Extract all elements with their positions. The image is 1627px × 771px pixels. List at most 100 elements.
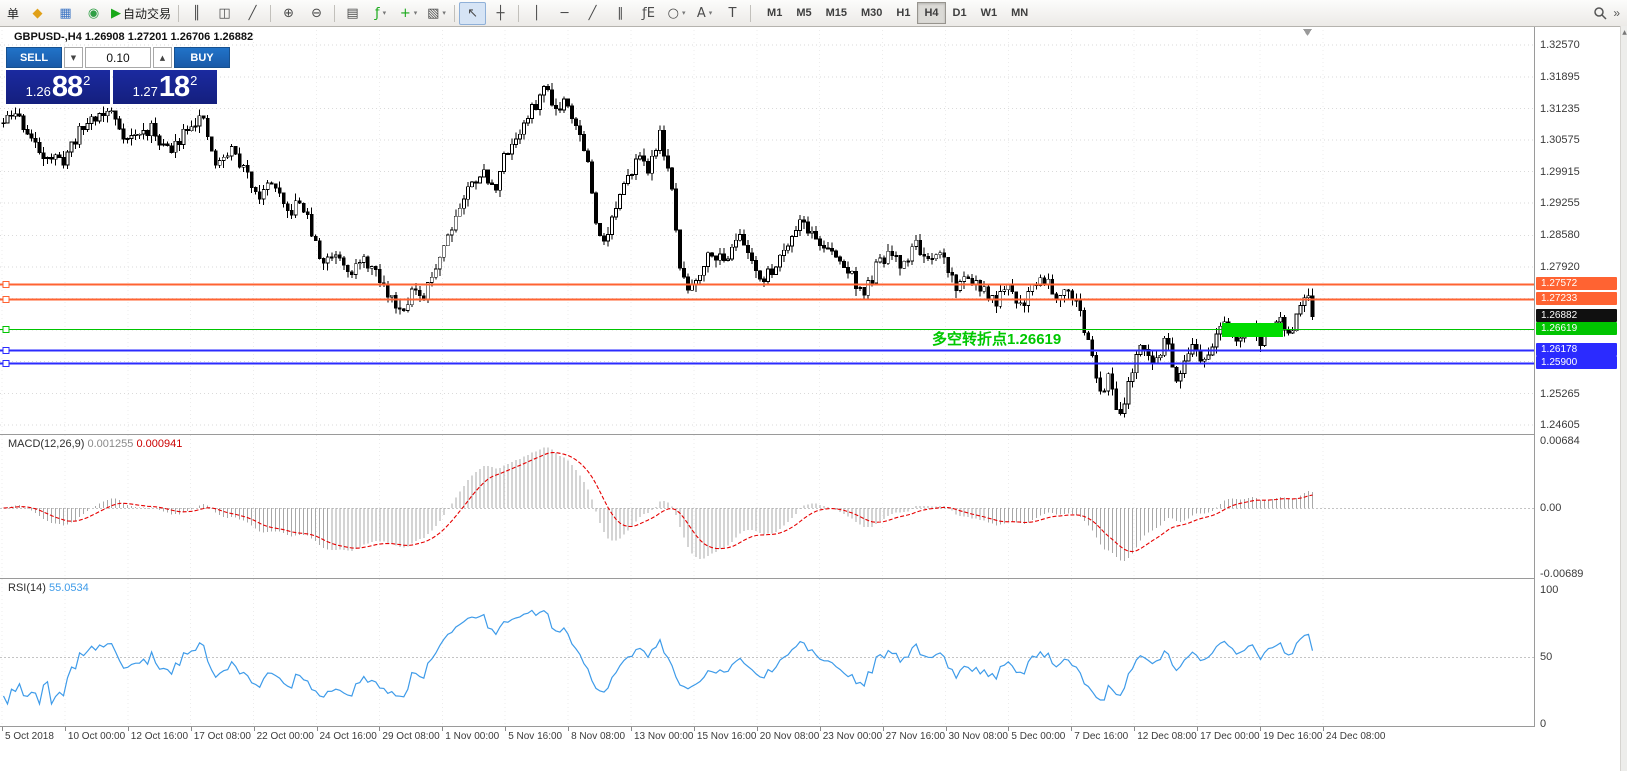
cursor-icon: ↖ [467,5,478,21]
sell-price-box[interactable]: 1.26 88 2 [6,70,110,104]
time-axis-label: 27 Nov 16:00 [885,731,946,742]
sell-button[interactable]: SELL [6,47,62,68]
support-line-1-handle[interactable] [2,347,10,354]
toolbar-separator [178,4,180,22]
timeframe-m1-button[interactable]: M1 [767,7,783,19]
shapes-icon[interactable]: ○ ▾ [663,2,690,25]
time-tick [442,727,444,731]
macd-panel[interactable]: MACD(12,26,9) 0.001255 0.000941 [0,435,1534,577]
time-tick [379,727,381,731]
equidistant-channel-icon: ∥ [617,5,624,21]
search-icon[interactable] [1593,6,1607,20]
time-tick [1197,727,1199,731]
price-axis-label: 1.29255 [1540,197,1580,209]
time-tick [1134,727,1136,731]
scroll-up-icon[interactable]: ▲ [1622,29,1627,36]
zoom-out-icon[interactable]: ⊖ [303,2,330,25]
indicator-axis-label: 50 [1540,651,1553,663]
indicators-icon[interactable]: ƒ ▾ [367,2,394,25]
candlestick-chart[interactable] [0,26,1534,434]
arrows-icon[interactable]: A ▾ [691,2,718,25]
fibonacci-icon[interactable]: ƒE [635,2,662,25]
profiles-icon[interactable]: ▧ ▾ [423,2,450,25]
zoom-in-icon[interactable]: ⊕ [275,2,302,25]
text-label-icon[interactable]: T [719,2,746,25]
horizontal-line-icon[interactable]: ─ [551,2,578,25]
timeframe-h1-button[interactable]: H1 [896,7,911,19]
auto-trading-button[interactable]: ▶ 自动交易 [108,2,174,25]
crosshair-icon: ┼ [496,5,505,21]
volume-increase-button[interactable]: ▲ [153,47,172,68]
cursor-icon[interactable]: ↖ [459,1,487,25]
time-axis-label: 1 Nov 00:00 [445,731,500,742]
rsi-chart[interactable] [0,579,1534,726]
trendline-icon[interactable]: ╱ [579,2,606,25]
panel-separator[interactable] [0,578,1627,579]
vertical-line-icon[interactable]: │ [523,2,550,25]
new-chart-icon[interactable]: + ▾ [395,2,422,25]
rsi-label: RSI(14) 55.0534 [8,582,89,594]
rsi-panel[interactable]: RSI(14) 55.0534 [0,579,1534,726]
timeframe-d1-button[interactable]: D1 [952,7,967,19]
time-tick [819,727,821,731]
timeframe-m15-button[interactable]: M15 [825,7,847,19]
pivot-annotation[interactable]: 多空转折点1.26619 [932,331,1062,348]
timeframe-m30-button[interactable]: M30 [861,7,883,19]
volume-decrease-button[interactable]: ▼ [64,47,83,68]
timeframe-w1-button[interactable]: W1 [980,7,998,19]
time-axis[interactable]: 5 Oct 2018 10 Oct 00:00 12 Oct 16:00 17 Oct… [0,727,1627,743]
timeframe-m5-button[interactable]: M5 [796,7,812,19]
macd-chart[interactable] [0,435,1534,577]
resistance-line-2-handle[interactable] [2,296,10,303]
pivot-line-badge: 1.26619 [1536,322,1617,335]
rsi-name: RSI(14) [8,582,46,594]
line-chart-icon[interactable]: ╱ [239,2,266,25]
toolbar-separator [750,4,752,22]
resistance-line-2-badge: 1.27233 [1536,292,1617,305]
auto-trading-label: 自动交易 [123,6,172,21]
buy-price-box[interactable]: 1.27 18 2 [113,70,217,104]
tile-windows-icon[interactable]: ▤ [339,2,366,25]
indicators-icon: ƒ [374,5,380,21]
resistance-line-1-handle[interactable] [2,281,10,288]
timeframe-mn-button[interactable]: MN [1011,7,1029,19]
panel-separator[interactable] [0,434,1627,435]
time-axis-label: 23 Nov 00:00 [822,731,883,742]
price-axis-label: 1.24605 [1540,419,1580,431]
price-axis-label: 1.30575 [1540,134,1580,146]
bar-chart-icon[interactable]: ║ [183,2,210,25]
trendline-icon: ╱ [588,5,597,21]
volume-input[interactable]: 0.10 [85,47,151,68]
crosshair-icon[interactable]: ┼ [487,2,514,25]
one-click-row: SELL ▼ 0.10 ▲ BUY [6,47,230,68]
time-tick [1071,727,1073,731]
zoom-out-icon: ⊖ [311,5,322,21]
pivot-line-handle[interactable] [2,326,10,333]
buy-price-sup: 2 [190,73,198,88]
time-tick [1322,727,1324,731]
candlestick-chart-icon[interactable]: ◫ [211,2,238,25]
price-axis[interactable]: 1.32570 1.31895 1.31235 1.30575 1.29915 1.292… [1535,26,1620,730]
timeframe-h4-button[interactable]: H4 [917,2,946,24]
play-icon: ▶ [111,5,122,21]
time-axis-label: 29 Oct 08:00 [382,731,440,742]
timeframe-group: M1 M5 M15 M30 H1 H4 D1 W1 MN [760,2,1035,24]
dropdown-arrow-icon: ▾ [413,10,418,17]
toolbar-overflow-icon[interactable]: » [1613,6,1620,20]
rsi-value: 55.0534 [48,582,89,594]
equidistant-channel-icon[interactable]: ∥ [607,2,634,25]
chart-window-icon[interactable]: ▦ [52,2,79,25]
chart-title: GBPUSD-,H4 1.26908 1.27201 1.26706 1.268… [14,31,254,43]
buy-button[interactable]: BUY [174,47,230,68]
scrollbar[interactable]: ▲ [1620,26,1627,771]
chart-window-icon: ▦ [59,5,72,21]
support-line-2-handle[interactable] [2,360,10,367]
new-order-icon[interactable]: ◆ [24,2,51,25]
time-axis-label: 5 Oct 2018 [5,731,54,742]
chart-panel[interactable]: GBPUSD-,H4 1.26908 1.27201 1.26706 1.268… [0,26,1534,434]
market-watch-icon[interactable]: ◉ [80,2,107,25]
time-tick [253,727,255,731]
dropdown-arrow-icon: ▾ [681,10,686,17]
highlight-rectangle[interactable] [1222,323,1283,337]
time-tick [1260,727,1261,731]
